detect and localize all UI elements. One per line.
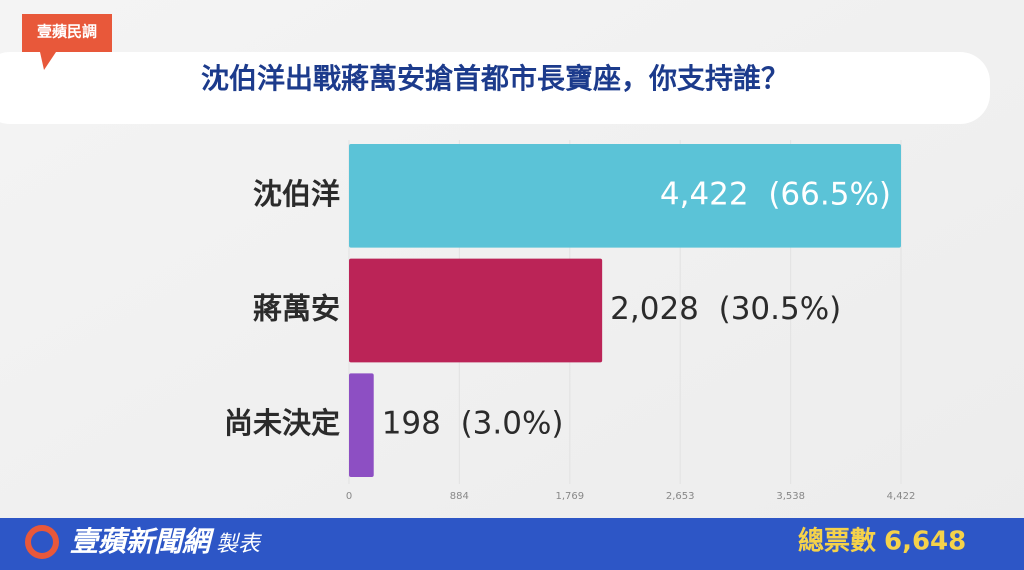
footer-brand: 壹蘋新聞網 <box>70 525 215 558</box>
plot: 0 884 1,769 2,653 3,538 4,422 沈伯洋 4,422 (66.5%)… <box>224 140 915 502</box>
bar <box>349 373 374 477</box>
footer-band <box>0 518 1024 570</box>
value-label: 198 (3.0%) <box>382 406 564 442</box>
x-tick-label: 3,538 <box>776 491 805 502</box>
footer-total: 6,648 <box>884 527 966 557</box>
value-label: 2,028 (30.5%) <box>610 291 841 327</box>
chart-title: 沈伯洋出戰蔣萬安搶首都市長寶座，你支持誰？ <box>201 62 789 95</box>
badge: 壹蘋民調 <box>37 23 97 41</box>
x-tick-label: 1,769 <box>556 491 585 502</box>
category-label: 沈伯洋 <box>253 177 340 211</box>
bar <box>349 144 901 248</box>
x-tick-label: 4,422 <box>887 491 916 502</box>
badge-shape <box>22 14 112 70</box>
value-label: 4,422 (66.5%) <box>660 176 891 212</box>
logo <box>25 525 59 559</box>
footer-total-text: 總票數 <box>798 526 876 557</box>
x-tick-label: 884 <box>450 491 469 502</box>
footer-suffix: 製表 <box>216 532 262 557</box>
x-tick-label: 0 <box>346 491 352 502</box>
x-tick-label: 2,653 <box>666 491 695 502</box>
category-label: 蔣萬安 <box>253 292 340 326</box>
category-label: 尚未決定 <box>224 406 340 440</box>
bar <box>349 258 603 363</box>
title-band <box>0 52 990 124</box>
